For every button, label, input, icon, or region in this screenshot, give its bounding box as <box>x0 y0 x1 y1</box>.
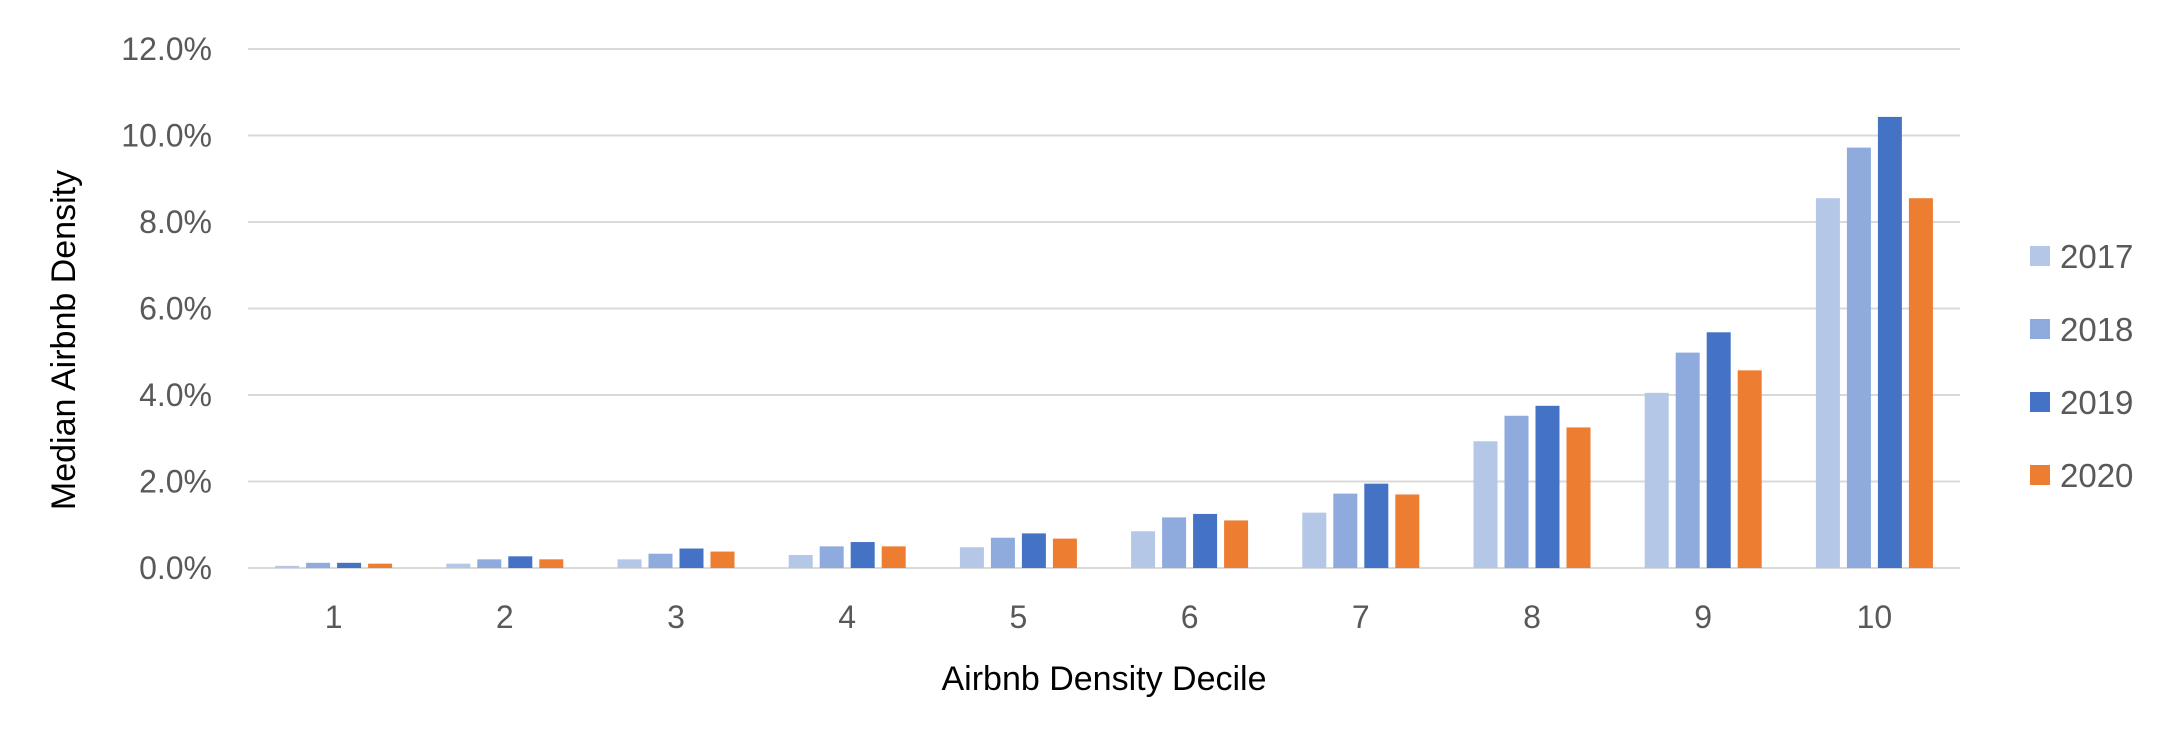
bar-2018-decile-1 <box>306 562 331 568</box>
bar-2020-decile-8 <box>1566 427 1591 568</box>
bar-2020-decile-10 <box>1908 198 1933 568</box>
bar-2018-decile-2 <box>477 559 502 568</box>
bar-2018-decile-7 <box>1333 493 1358 568</box>
bar-2020-decile-1 <box>368 563 393 568</box>
bar-2018-decile-3 <box>648 553 673 568</box>
x-tick-label: 6 <box>1181 599 1199 635</box>
x-tick-label: 9 <box>1694 599 1712 635</box>
bar-2017-decile-1 <box>275 565 300 568</box>
legend-label-2018: 2018 <box>2060 311 2133 348</box>
x-tick-label: 2 <box>496 599 514 635</box>
x-tick-label: 8 <box>1523 599 1541 635</box>
bar-2018-decile-10 <box>1846 147 1871 569</box>
bar-2019-decile-4 <box>850 542 875 568</box>
bars <box>275 116 1933 569</box>
bar-2018-decile-9 <box>1675 352 1700 568</box>
gridlines <box>248 48 1960 569</box>
bar-2017-decile-6 <box>1131 531 1156 568</box>
legend-label-2017: 2017 <box>2060 238 2133 275</box>
bar-2020-decile-7 <box>1395 494 1420 568</box>
bar-2020-decile-5 <box>1052 538 1077 568</box>
legend: 2017 2018 2019 2020 <box>2030 238 2133 494</box>
y-tick-label: 6.0% <box>139 291 212 327</box>
bar-2019-decile-2 <box>508 556 533 568</box>
y-tick-label: 10.0% <box>121 118 212 154</box>
bar-2019-decile-3 <box>679 548 704 568</box>
x-tick-labels: 1 2 3 4 5 6 7 8 9 10 <box>325 599 1892 635</box>
y-tick-label: 4.0% <box>139 377 212 413</box>
bar-2019-decile-9 <box>1706 332 1731 568</box>
bar-2017-decile-5 <box>959 547 984 568</box>
bar-2020-decile-6 <box>1224 520 1249 568</box>
bar-2017-decile-3 <box>617 559 642 568</box>
bar-2019-decile-5 <box>1021 533 1046 568</box>
bar-2017-decile-7 <box>1302 512 1327 568</box>
bar-2017-decile-4 <box>788 555 813 568</box>
bar-2019-decile-10 <box>1877 116 1902 568</box>
bar-2020-decile-4 <box>881 546 906 568</box>
y-axis-title: Median Airbnb Density <box>45 170 83 510</box>
bar-2020-decile-3 <box>710 551 735 568</box>
bar-2017-decile-2 <box>446 563 471 568</box>
x-tick-label: 5 <box>1010 599 1028 635</box>
x-tick-label: 10 <box>1857 599 1893 635</box>
x-tick-label: 1 <box>325 599 343 635</box>
legend-swatch-2019 <box>2030 392 2050 412</box>
legend-swatch-2018 <box>2030 319 2050 339</box>
legend-swatch-2020 <box>2030 465 2050 485</box>
bar-2020-decile-2 <box>539 559 564 568</box>
y-tick-label: 12.0% <box>121 31 212 67</box>
y-tick-label: 2.0% <box>139 464 212 500</box>
bar-2017-decile-9 <box>1644 392 1669 568</box>
x-tick-label: 4 <box>838 599 856 635</box>
y-tick-label: 0.0% <box>139 550 212 586</box>
x-axis-title: Airbnb Density Decile <box>941 660 1266 698</box>
legend-label-2020: 2020 <box>2060 457 2133 494</box>
legend-swatch-2017 <box>2030 246 2050 266</box>
bar-2018-decile-5 <box>990 537 1015 568</box>
bar-2018-decile-6 <box>1162 517 1187 568</box>
bar-2019-decile-6 <box>1193 513 1218 568</box>
y-tick-labels: 0.0% 2.0% 4.0% 6.0% 8.0% 10.0% 12.0% <box>121 31 212 586</box>
bar-2019-decile-8 <box>1535 405 1560 568</box>
bar-2019-decile-1 <box>337 562 362 568</box>
bar-2017-decile-10 <box>1815 198 1840 568</box>
y-tick-label: 8.0% <box>139 204 212 240</box>
bar-2020-decile-9 <box>1737 370 1762 568</box>
x-tick-label: 3 <box>667 599 685 635</box>
x-tick-label: 7 <box>1352 599 1370 635</box>
bar-2018-decile-4 <box>819 546 844 568</box>
bar-2019-decile-7 <box>1364 483 1389 568</box>
legend-label-2019: 2019 <box>2060 384 2133 421</box>
bar-2018-decile-8 <box>1504 415 1529 568</box>
bar-2017-decile-8 <box>1473 441 1498 568</box>
